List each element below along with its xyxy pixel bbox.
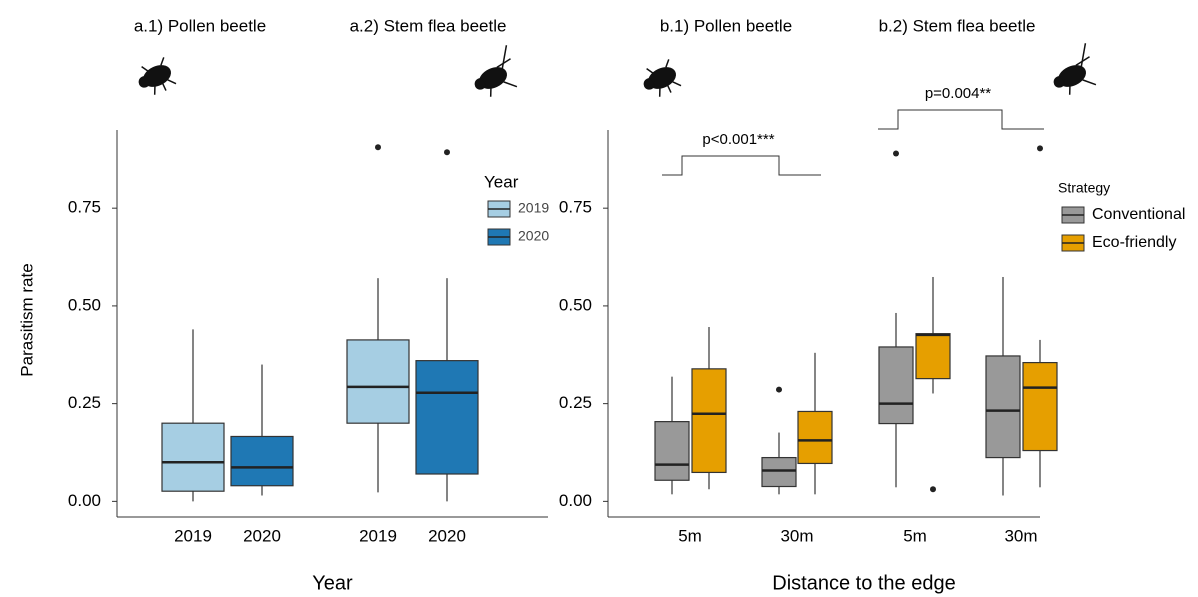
y-tick-label: 0.00 bbox=[68, 491, 101, 510]
box bbox=[415, 360, 479, 475]
annotation: p=0.004** bbox=[925, 85, 991, 102]
box bbox=[654, 421, 690, 481]
legend-title: Year bbox=[484, 172, 519, 191]
legend-label: 2019 bbox=[518, 200, 549, 216]
x-tick-label: 30m bbox=[780, 526, 813, 545]
outlier bbox=[930, 486, 936, 493]
y-tick-label: 0.75 bbox=[68, 198, 101, 217]
x-tick-label: 5m bbox=[903, 526, 927, 545]
y-tick-label: 0.50 bbox=[68, 295, 101, 314]
x-tick-label: 2020 bbox=[428, 526, 466, 545]
x-tick-label: 2019 bbox=[174, 526, 212, 545]
annotation: p<0.001*** bbox=[702, 131, 774, 148]
y-tick-label: 0.25 bbox=[68, 393, 101, 412]
box bbox=[346, 339, 410, 424]
x-tick-label: 5m bbox=[678, 526, 702, 545]
panel-title: b.1) Pollen beetle bbox=[660, 16, 792, 35]
outlier bbox=[1037, 145, 1043, 152]
legend-title: Strategy bbox=[1058, 180, 1110, 196]
panel-title: a.1) Pollen beetle bbox=[134, 16, 266, 35]
x-axis-label: Distance to the edge bbox=[772, 572, 955, 594]
box bbox=[230, 435, 294, 487]
box bbox=[1022, 361, 1058, 452]
outlier bbox=[893, 150, 899, 157]
x-axis-label: Year bbox=[312, 572, 353, 594]
box bbox=[878, 346, 914, 425]
box bbox=[985, 355, 1021, 459]
x-tick-label: 30m bbox=[1004, 526, 1037, 545]
y-axis-label: Parasitism rate bbox=[17, 263, 36, 376]
outlier bbox=[776, 386, 782, 393]
panel-title: b.2) Stem flea beetle bbox=[879, 16, 1036, 35]
significance-bracket bbox=[662, 155, 821, 176]
outlier bbox=[375, 144, 381, 151]
outlier bbox=[444, 149, 450, 156]
box bbox=[797, 410, 833, 465]
legend-label: 2020 bbox=[518, 228, 549, 244]
box bbox=[761, 456, 797, 488]
y-tick-label: 0.50 bbox=[559, 295, 592, 314]
y-tick-label: 0.00 bbox=[559, 491, 592, 510]
legend-label: Eco-friendly bbox=[1092, 234, 1176, 251]
y-tick-label: 0.25 bbox=[559, 393, 592, 412]
box bbox=[161, 422, 225, 492]
box bbox=[691, 368, 727, 474]
y-tick-label: 0.75 bbox=[559, 198, 592, 217]
panel-title: a.2) Stem flea beetle bbox=[350, 16, 507, 35]
x-tick-label: 2019 bbox=[359, 526, 397, 545]
significance-bracket bbox=[878, 109, 1044, 130]
box bbox=[915, 333, 951, 380]
x-tick-label: 2020 bbox=[243, 526, 281, 545]
legend-label: Conventional bbox=[1092, 206, 1185, 223]
beetle-icon bbox=[138, 43, 1097, 97]
